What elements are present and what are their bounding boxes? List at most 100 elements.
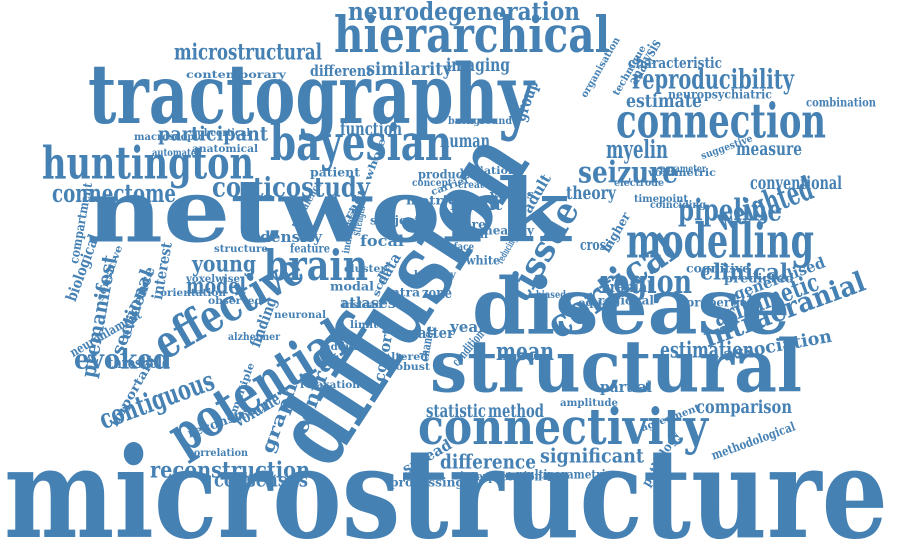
cloud-word-relaxation: relaxation [300, 379, 360, 391]
cloud-word-microstructural: microstructural [174, 39, 322, 66]
cloud-word-created: created [458, 179, 496, 191]
cloud-word-modal: modal [330, 278, 374, 294]
cloud-word-characteristic: characteristic [628, 54, 722, 73]
cloud-word-atlases: atlases [340, 294, 396, 313]
cloud-word-young: young [192, 251, 256, 278]
cloud-word-zone: zone [422, 284, 452, 303]
cloud-word-observed: observed [208, 295, 262, 307]
cloud-word-year: year [450, 318, 486, 337]
cloud-word-concept: concept [412, 177, 452, 189]
cloud-word-parameter: parameter [660, 163, 706, 175]
cloud-word-significant: significant [540, 443, 644, 468]
cloud-word-result: result [450, 196, 502, 215]
cloud-word-correlation: correlation [188, 447, 248, 459]
cloud-word-multiparametric: multiparametric [516, 466, 612, 482]
cloud-word-background: background [448, 115, 512, 127]
cloud-word-subcortical: subcortical [192, 127, 250, 139]
cloud-word-more: more [450, 216, 486, 232]
cloud-word-cranial: cranial [602, 278, 652, 297]
cloud-word-density: density [260, 228, 322, 247]
cloud-word-corticostudy: corticostudy [212, 171, 370, 204]
cloud-word-neurodegeneration: neurodegeneration [348, 0, 580, 26]
cloud-word-model: model [186, 273, 246, 300]
cloud-word-surface: surface [438, 241, 474, 253]
cloud-word-electrode: electrode [614, 177, 664, 189]
cloud-word-pipeline: pipeline [678, 193, 782, 229]
cloud-word-produce: produce [418, 166, 470, 182]
cloud-word-difference: difference [440, 449, 536, 474]
cloud-word-disease: disease [472, 261, 790, 353]
cloud-word-connectome: connectome [52, 179, 176, 208]
cloud-word-connectivity: connectivity [418, 397, 708, 456]
cloud-word-similarity: similarity [366, 59, 452, 80]
cloud-word-coinciding: coinciding [650, 199, 706, 211]
cloud-word-tractography: tractography [88, 47, 534, 144]
cloud-word-clinical: clinical [700, 259, 788, 286]
cloud-word-partial: partial [600, 378, 652, 397]
cloud-word-robust: robust [390, 361, 430, 373]
cloud-word-modelling: modelling [626, 213, 814, 270]
cloud-word-focal: focal [360, 232, 404, 251]
cloud-word-imaging: imaging [446, 55, 510, 76]
cloud-word-function: function [340, 119, 402, 140]
cloud-word-variation: variation [460, 165, 516, 177]
cloud-word-white: white [466, 252, 500, 268]
cloud-word-voxelwise: voxelwise [186, 273, 240, 285]
cloud-word-intra: intra [386, 284, 420, 300]
cloud-word-cognitive: cognitive [686, 260, 750, 276]
cloud-word-total: total [460, 229, 488, 241]
cloud-word-microstructure: microstructure [4, 421, 888, 549]
cloud-word-volumetric: volumetric [648, 167, 716, 179]
cloud-word-estimation: estimation [660, 337, 754, 364]
cloud-word-myelin: myelin [606, 135, 668, 164]
cloud-word-seizure: seizure [578, 155, 678, 191]
cloud-word-evoked: evoked [74, 343, 170, 376]
cloud-word-consensus: consensus [214, 467, 308, 492]
cloud-word-timepoint: timepoint [634, 193, 688, 205]
cloud-word-bayesian: bayesian [270, 113, 452, 172]
cloud-word-measure: measure [736, 139, 802, 160]
cloud-word-neuronal: neuronal [274, 309, 326, 321]
cloud-word-mean: mean [496, 337, 554, 366]
cloud-word-interpretation: interpretation [460, 468, 542, 484]
cloud-word-anatomical: anatomical [192, 143, 258, 155]
cloud-word-healthy: healthy [484, 222, 534, 238]
cloud-word-altered: altered [384, 351, 428, 363]
cloud-word-theory: theory [566, 183, 616, 204]
cloud-word-conventional: conventional [750, 173, 842, 194]
cloud-word-brain: brain [264, 240, 368, 291]
cloud-word-macroscopic: macroscopic [134, 131, 204, 143]
cloud-word-neuropsychiatric: neuropsychiatric [668, 86, 772, 102]
cloud-word-alzheimer: alzheimer [228, 331, 280, 343]
cloud-word-limited: limited [350, 319, 392, 331]
cloud-word-predicted: predicted [724, 270, 794, 286]
cloud-word-battery: battery [414, 269, 456, 281]
cloud-word-structure: structure [214, 243, 268, 255]
cloud-word-structural: structural [430, 324, 802, 410]
cloud-word-regional: regional [598, 292, 654, 308]
cloud-word-biased: biased [536, 289, 566, 301]
cloud-word-comparison: comparison [696, 397, 792, 418]
cloud-word-method: method [488, 401, 544, 422]
cloud-word-patient: patient [310, 164, 360, 180]
cloud-word-automated: automated [152, 147, 202, 159]
cloud-word-region: region [600, 262, 692, 302]
cloud-word-equal: equal [578, 297, 614, 309]
cloud-word-feature: feature [290, 240, 330, 256]
cloud-word-subject: subject [370, 212, 420, 228]
cloud-word-hierarchical: hierarchical [334, 5, 610, 64]
cloud-word-human: human [440, 131, 490, 152]
cloud-word-cross: cross [580, 236, 612, 255]
cloud-word-contemporary: contemporary [186, 69, 286, 81]
cloud-word-instead: instead [342, 299, 382, 311]
cloud-word-huntington: huntington [42, 136, 254, 190]
cloud-word-statistic: statistic [426, 401, 486, 422]
cloud-word-orientation: orientation [160, 287, 226, 299]
cloud-word-network: network [86, 159, 570, 263]
cloud-word-cluster: cluster [344, 263, 386, 275]
cloud-word-reproducibility: reproducibility [632, 63, 794, 96]
cloud-word-combination: combination [806, 94, 876, 110]
cloud-word-matter: matter [404, 324, 454, 343]
cloud-word-participant: participant [158, 121, 268, 146]
